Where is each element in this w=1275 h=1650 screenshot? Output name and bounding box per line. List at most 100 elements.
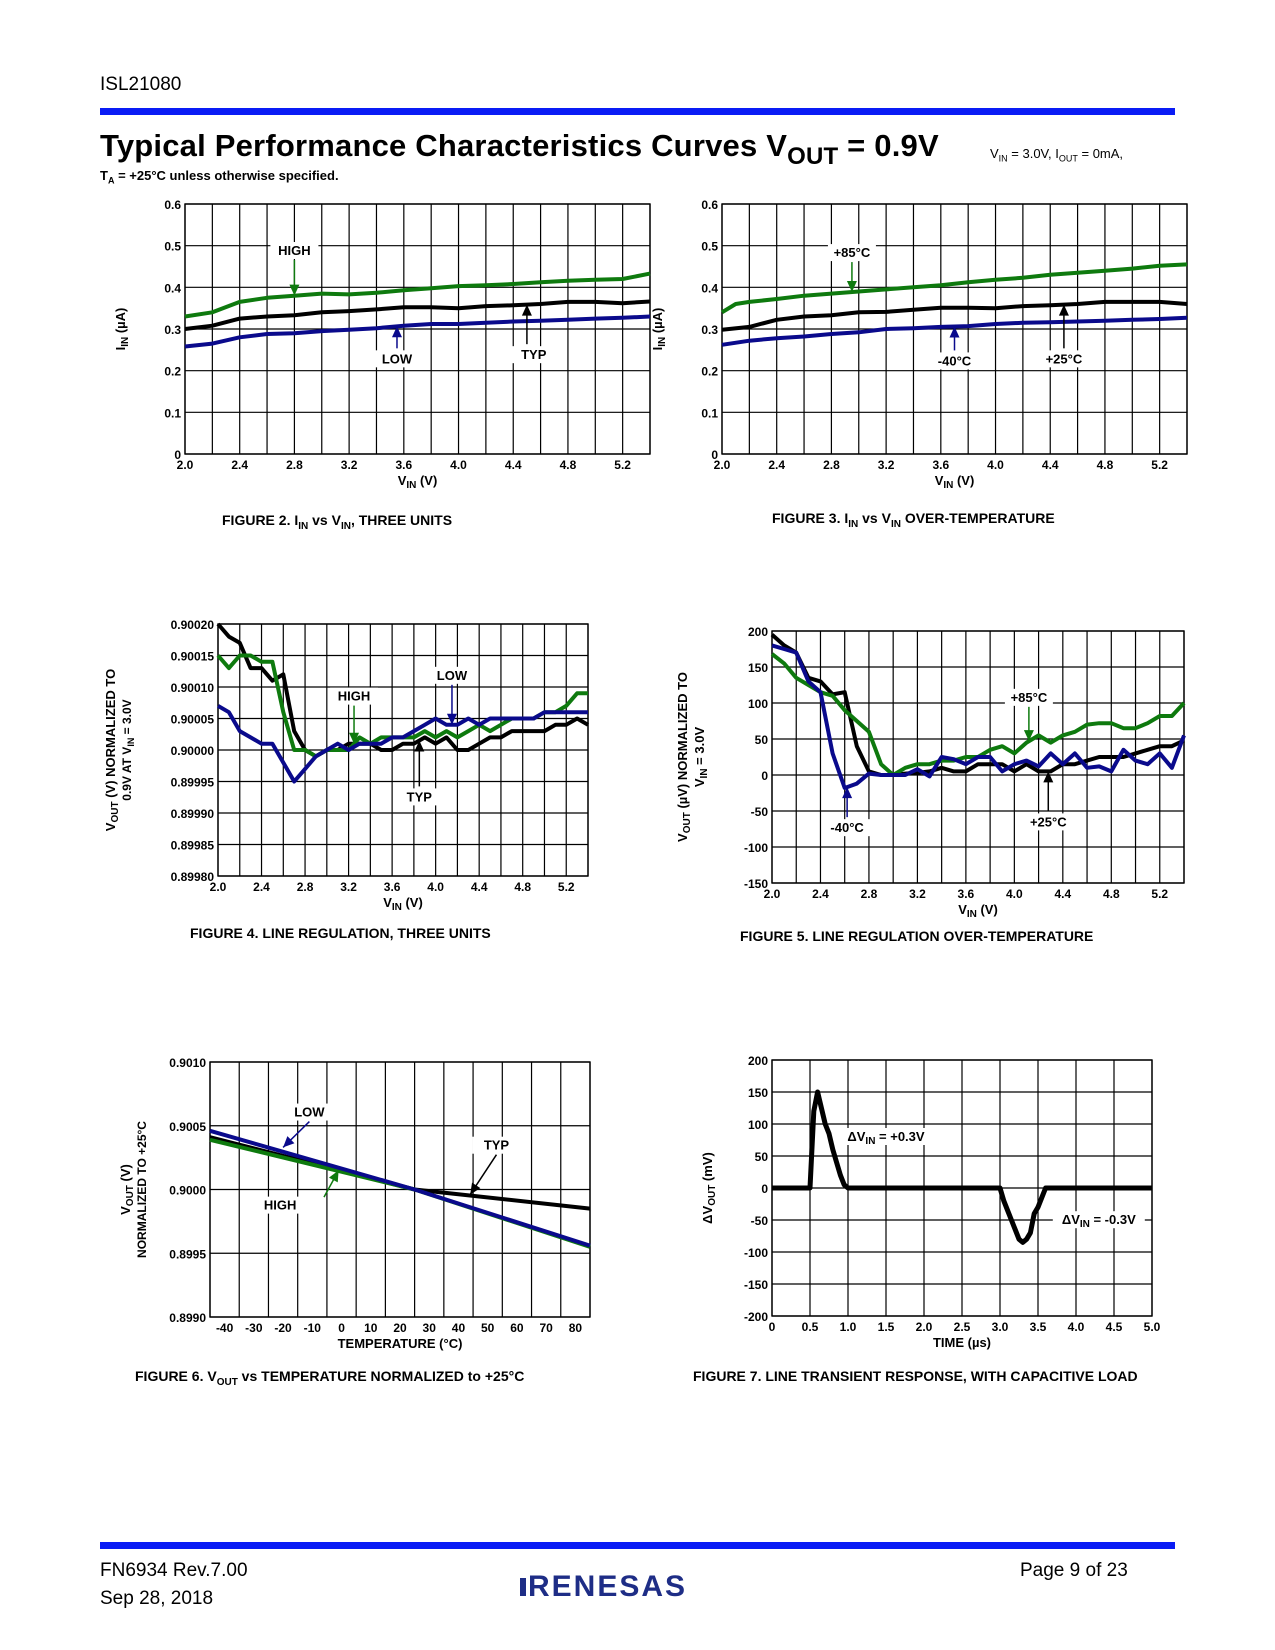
x-tick-label: 20: [393, 1321, 407, 1335]
y-tick-label: 150: [748, 661, 768, 675]
annotation-label: -40°C: [938, 353, 972, 368]
annotation-arrowhead: [470, 1182, 481, 1195]
y-tick-label: 0.90000: [171, 744, 215, 758]
x-tick-label: 2.4: [231, 458, 248, 472]
annotation-bg: [509, 346, 558, 364]
x-tick-label: 4.0: [427, 880, 444, 894]
x-tick-label: 4.4: [1054, 887, 1071, 901]
y-tick-label: -100: [744, 841, 768, 855]
y-tick-label: 0.6: [164, 198, 181, 212]
annotation-label: HIGH: [264, 1198, 297, 1213]
doc-date: Sep 28, 2018: [100, 1588, 214, 1609]
cond-a-tail: = 3.0V, I: [1007, 146, 1059, 161]
y-axis-label-2: 0.9V AT VIN = 3.0V: [120, 699, 136, 800]
x-tick-label: -20: [274, 1321, 292, 1335]
annotation-label: HIGH: [338, 689, 371, 704]
annotation-bg: [1039, 350, 1088, 368]
annotation-arrowhead: [1058, 304, 1069, 316]
x-tick-label: 30: [423, 1321, 437, 1335]
x-tick-label: 3.6: [384, 880, 401, 894]
series-line-TYP: [184, 299, 651, 331]
annotation-bg: [256, 1196, 305, 1214]
y-tick-label: 0: [761, 769, 768, 783]
x-tick-label: 3.5: [1030, 1320, 1047, 1334]
y-tick-label: 0.90010: [171, 681, 215, 695]
annotation-arrowhead: [842, 787, 853, 799]
plot-frame: [209, 1061, 591, 1318]
caption-fig5: FIGURE 5. LINE REGULATION OVER-TEMPERATU…: [740, 928, 1093, 944]
x-axis-label: VIN (V): [958, 902, 998, 920]
y-tick-label: 200: [748, 625, 768, 639]
x-tick-label: 4.5: [1106, 1320, 1123, 1334]
y-tick-label: -150: [744, 877, 768, 891]
x-tick-label: 3.2: [878, 458, 895, 472]
annotation-arrowhead: [521, 304, 532, 316]
y-tick-label: 100: [748, 1118, 768, 1132]
annotation-label: LOW: [382, 351, 413, 366]
caption-text: FIGURE 4. LINE REGULATION, THREE UNITS: [190, 925, 491, 941]
caption-fig3: FIGURE 3. IIN vs VIN OVER-TEMPERATURE: [772, 510, 1055, 530]
y-tick-label: 0.9010: [169, 1056, 206, 1070]
annotation-bg: [395, 788, 444, 806]
annotation-arrowhead: [446, 713, 457, 725]
caption-text: FIGURE 6. V: [135, 1368, 217, 1384]
x-tick-label: 1.5: [878, 1320, 895, 1334]
annotation-bg: [472, 1136, 521, 1154]
x-tick-label: 3.2: [340, 880, 357, 894]
y-tick-label: 0.6: [701, 198, 718, 212]
caption-sub: IN: [848, 518, 859, 530]
y-tick-label: 0.89980: [171, 870, 215, 884]
caption-text: vs V: [858, 510, 891, 526]
y-tick-label: 50: [755, 1150, 769, 1164]
annotation-arrowhead: [846, 281, 857, 293]
caption-text: FIGURE 2. I: [222, 512, 299, 528]
caption-sub: OUT: [216, 1376, 238, 1388]
y-axis-label: IIN (µA): [113, 308, 131, 351]
x-tick-label: 4.0: [1068, 1320, 1085, 1334]
cond-b-sub: OUT: [1058, 153, 1078, 164]
caption-fig6: FIGURE 6. VOUT vs TEMPERATURE NORMALIZED…: [135, 1368, 524, 1388]
x-tick-label: 3.6: [932, 458, 949, 472]
y-tick-label: 0.90005: [171, 713, 215, 727]
x-tick-label: 2.8: [823, 458, 840, 472]
header-rule: [100, 108, 1175, 115]
annotation-arrowhead: [1043, 771, 1054, 783]
x-axis-label: VIN (V): [383, 895, 423, 913]
annotation-bg: [285, 1103, 334, 1121]
plot-frame: [771, 630, 1185, 884]
x-tick-label: 5.2: [558, 880, 575, 894]
series-line-HIGH: [184, 271, 651, 319]
annotation-arrowhead: [1023, 730, 1034, 742]
x-tick-label: 3.2: [909, 887, 926, 901]
annotation-bg: [1024, 813, 1073, 831]
chart-fig3: 0 0.1 0.2 0.3 0.4 0.5 0.6 2.0 2.4 2.8 3.2 3.6 4.0 4.4…: [650, 198, 1188, 491]
y-tick-label: -50: [751, 805, 769, 819]
caption-text: vs V: [308, 512, 341, 528]
annotation-label: TYP: [484, 1138, 510, 1153]
series-line-LOW: [209, 1128, 591, 1248]
x-tick-label: 2.4: [253, 880, 270, 894]
y-tick-label: 0.89995: [171, 776, 215, 790]
series-line-25C: [721, 299, 1188, 332]
x-tick-label: 2.0: [177, 458, 194, 472]
series-line-LOW: [216, 704, 588, 784]
x-axis-label: TEMPERATURE (°C): [338, 1336, 463, 1351]
x-tick-label: 4.0: [1006, 887, 1023, 901]
annotation-bg: [827, 244, 876, 262]
annotation-bg: [1004, 688, 1053, 706]
x-axis-label: VIN (V): [935, 473, 975, 491]
x-tick-label: 0.5: [802, 1320, 819, 1334]
annotation-label: -40°C: [830, 820, 864, 835]
y-tick-label: 100: [748, 697, 768, 711]
annotation-arrowhead: [414, 740, 425, 752]
x-tick-label: 4.8: [1103, 887, 1120, 901]
annotation-label: HIGH: [278, 243, 311, 258]
y-tick-label: 0.4: [701, 281, 718, 295]
annotation-bg: [330, 687, 379, 705]
chart-fig5: -150 -100 -50 0 50 100 150 200 2.0 2.4 2.8 3.2 3.6 4.…: [675, 625, 1186, 920]
caption-text: FIGURE 5. LINE REGULATION OVER-TEMPERATU…: [740, 928, 1094, 944]
test-conditions: VIN = 3.0V, IOUT = 0mA,: [990, 146, 1123, 164]
y-tick-label: 0.1: [164, 406, 181, 420]
y-tick-label: 0.3: [701, 323, 718, 337]
x-tick-label: 4.8: [514, 880, 531, 894]
